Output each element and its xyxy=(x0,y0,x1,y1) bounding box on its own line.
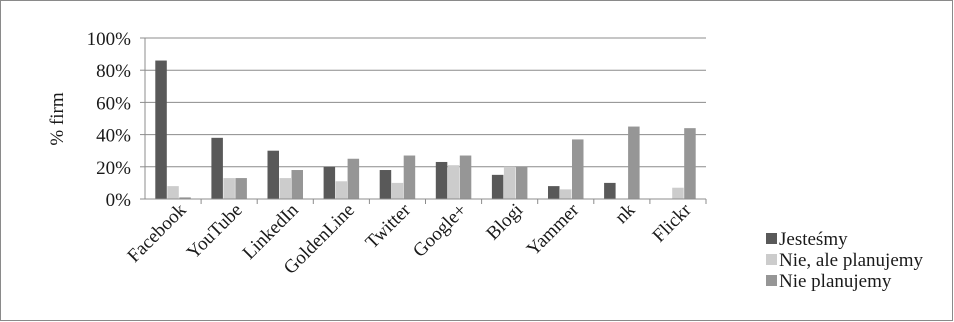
bars xyxy=(155,60,696,199)
x-tick-label: Yammer xyxy=(523,199,584,260)
bar xyxy=(435,161,448,199)
bar xyxy=(515,166,528,199)
bar xyxy=(347,158,360,199)
x-tick-label: Flickr xyxy=(649,199,696,246)
legend-swatch xyxy=(766,254,777,265)
bar xyxy=(379,170,392,199)
bar xyxy=(211,137,223,199)
bar xyxy=(604,182,616,199)
bar xyxy=(560,189,572,199)
legend-label: Jesteśmy xyxy=(779,229,848,250)
bar xyxy=(503,166,516,199)
bar xyxy=(279,178,291,199)
gridlines xyxy=(145,37,706,168)
bar xyxy=(684,128,696,199)
y-axis-label: % firm xyxy=(47,92,68,146)
y-tick-label: 80% xyxy=(96,61,131,82)
x-tick-label: Facebook xyxy=(123,199,190,266)
x-tick-label: Twitter xyxy=(362,199,416,253)
bar xyxy=(491,174,504,199)
bar xyxy=(335,181,348,199)
bar xyxy=(223,178,235,199)
bar xyxy=(459,155,472,199)
bar xyxy=(167,186,179,199)
bar xyxy=(628,126,640,199)
bar xyxy=(548,186,560,199)
bar xyxy=(572,139,584,199)
axes xyxy=(140,37,707,204)
bar xyxy=(323,166,336,199)
legend-label: Nie planujemy xyxy=(779,271,892,292)
bar xyxy=(291,170,303,199)
legend-swatch xyxy=(766,233,777,244)
bar xyxy=(179,197,191,199)
bar xyxy=(672,187,684,199)
bar xyxy=(447,165,460,199)
x-tick-label: nk xyxy=(611,199,640,228)
bar xyxy=(391,182,404,199)
bar xyxy=(235,178,247,199)
legend-label: Nie, ale planujemy xyxy=(779,250,924,271)
y-tick-labels: 0% 20% 40% 60% 80% 100% xyxy=(87,29,132,211)
x-tick-label: Blogi xyxy=(482,200,527,245)
y-tick-label: 100% xyxy=(87,29,132,50)
bar xyxy=(403,155,416,199)
y-tick-label: 20% xyxy=(96,158,131,179)
bar xyxy=(267,150,279,199)
x-tick-label: Google+ xyxy=(409,200,471,262)
legend-swatch xyxy=(766,275,777,286)
x-tick-label: YouTube xyxy=(183,200,247,264)
bar xyxy=(155,60,167,199)
y-tick-label: 40% xyxy=(96,126,131,147)
y-tick-label: 0% xyxy=(106,190,132,211)
y-tick-label: 60% xyxy=(96,93,131,114)
